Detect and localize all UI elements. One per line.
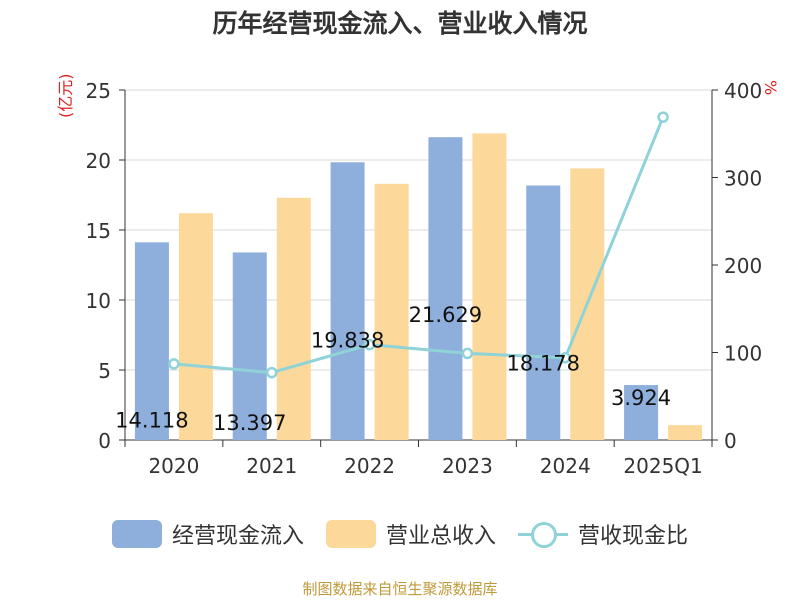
legend: 经营现金流入 营业总收入 营收现金比 <box>0 516 800 552</box>
legend-item-ratio[interactable]: 营收现金比 <box>518 518 688 550</box>
legend-marker-ratio <box>531 522 557 548</box>
line-ratio <box>173 116 665 375</box>
right-axis-tick-label: 0 <box>724 429 737 453</box>
legend-label-revenue: 营业总收入 <box>385 524 496 549</box>
legend-label-cash-inflow: 经营现金流入 <box>171 524 304 549</box>
legend-item-revenue[interactable]: 营业总收入 <box>325 518 496 550</box>
x-axis-tick-label: 2025Q1 <box>623 454 702 478</box>
left-axis-tick-label: 0 <box>98 429 111 453</box>
left-axis-tick-label: 5 <box>98 359 111 383</box>
point-ratio <box>657 111 669 123</box>
bar-revenue <box>276 197 311 440</box>
left-axis-tick-label: 20 <box>86 149 111 173</box>
point-ratio <box>168 358 180 370</box>
bar-revenue <box>472 133 507 440</box>
right-axis-tick-label: 300 <box>724 167 762 191</box>
point-ratio <box>363 338 376 351</box>
point-ratio <box>266 366 278 379</box>
left-axis-tick-label: 15 <box>86 219 111 243</box>
legend-swatch-revenue <box>325 520 376 548</box>
bar-cash-inflow <box>428 137 463 440</box>
legend-item-cash-inflow[interactable]: 经营现金流入 <box>111 518 304 550</box>
bar-cash-inflow <box>624 385 659 440</box>
right-axis-tick-label: 400 <box>724 79 762 103</box>
left-axis-tick-label: 25 <box>86 79 111 103</box>
bar-revenue <box>374 183 409 441</box>
x-axis-tick-label: 2024 <box>540 454 591 478</box>
x-axis-tick-label: 2023 <box>442 454 493 478</box>
bar-cash-inflow <box>330 162 365 440</box>
data-label-cash-inflow: 14.118 <box>115 408 188 432</box>
left-axis-tick-label: 10 <box>86 289 111 313</box>
right-axis-tick-label: 100 <box>724 342 762 366</box>
legend-swatch-cash-inflow <box>111 520 162 548</box>
bar-cash-inflow <box>232 252 267 440</box>
data-label-cash-inflow: 18.178 <box>507 352 580 376</box>
bar-cash-inflow <box>134 242 169 440</box>
data-label-cash-inflow: 21.629 <box>409 303 482 327</box>
x-axis-tick-label: 2020 <box>148 454 199 478</box>
x-axis-tick-label: 2021 <box>246 454 297 478</box>
legend-label-ratio: 营收现金比 <box>578 524 689 549</box>
bar-revenue <box>668 425 703 440</box>
data-label-cash-inflow: 13.397 <box>213 411 286 435</box>
right-axis-tick-label: 200 <box>724 254 762 278</box>
bar-cash-inflow <box>526 185 561 440</box>
point-ratio <box>559 352 571 364</box>
data-label-cash-inflow: 3.924 <box>611 386 671 410</box>
x-axis-tick-label: 2022 <box>344 454 395 478</box>
bar-revenue <box>178 213 213 440</box>
data-source-note: 制图数据来自恒生聚源数据库 <box>302 580 498 598</box>
chart-title: 历年经营现金流入、营业收入情况 <box>212 9 588 38</box>
legend-swatch-ratio <box>518 520 568 548</box>
data-label-cash-inflow: 19.838 <box>311 328 384 352</box>
point-ratio <box>461 347 474 360</box>
